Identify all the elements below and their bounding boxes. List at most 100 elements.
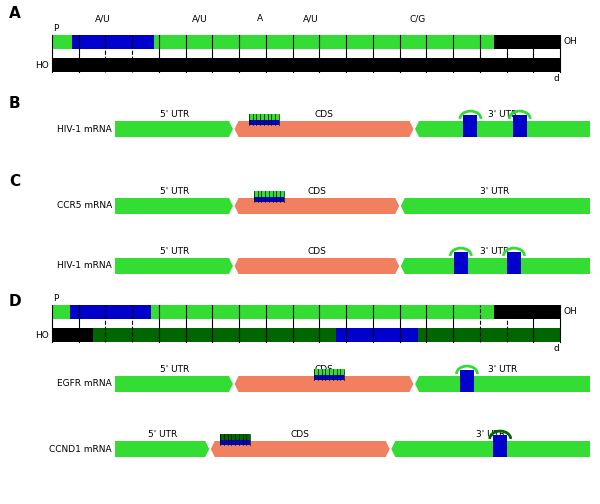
Bar (52, 49, 560, 58)
Bar (210, 441, 391, 457)
Text: A/U: A/U (303, 14, 319, 23)
Bar (234, 198, 400, 214)
Text: CDS: CDS (314, 365, 334, 374)
Text: C: C (9, 174, 20, 189)
Bar (391, 441, 590, 457)
Polygon shape (386, 449, 395, 457)
Bar (52, 305, 70, 319)
Text: CCND1 mRNA: CCND1 mRNA (49, 445, 112, 454)
Polygon shape (396, 266, 404, 274)
Text: 3' UTR: 3' UTR (481, 187, 509, 196)
Bar (115, 441, 210, 457)
Bar (52, 35, 73, 49)
Text: d: d (553, 344, 559, 353)
Bar (249, 114, 279, 120)
Text: EGFR mRNA: EGFR mRNA (57, 380, 112, 389)
Bar (115, 198, 234, 214)
Polygon shape (230, 198, 238, 206)
Text: A/U: A/U (191, 14, 207, 23)
Bar (234, 376, 414, 392)
Bar (52, 319, 560, 328)
Bar (494, 35, 560, 49)
Text: P: P (53, 294, 58, 303)
Bar (460, 369, 474, 392)
Text: P: P (53, 24, 58, 33)
Bar (463, 114, 478, 137)
Polygon shape (396, 198, 404, 206)
Text: 3' UTR: 3' UTR (487, 365, 517, 374)
Text: A/U: A/U (95, 14, 110, 23)
Polygon shape (396, 258, 404, 266)
Bar (70, 305, 151, 319)
Bar (73, 35, 154, 49)
Bar (92, 328, 337, 342)
Polygon shape (410, 121, 418, 129)
Polygon shape (230, 206, 238, 214)
Polygon shape (410, 384, 418, 392)
Bar (249, 120, 279, 125)
Bar (418, 328, 560, 342)
Text: D: D (9, 294, 22, 309)
Bar (154, 35, 494, 49)
Text: 3' UTR: 3' UTR (487, 110, 517, 119)
Text: d: d (553, 74, 559, 83)
Bar (513, 114, 527, 137)
Text: HIV-1 mRNA: HIV-1 mRNA (57, 124, 112, 134)
Polygon shape (230, 384, 238, 392)
Bar (414, 121, 590, 137)
Bar (254, 197, 284, 202)
Text: OH: OH (563, 307, 577, 317)
Polygon shape (230, 376, 238, 384)
Bar (254, 191, 284, 197)
Text: CDS: CDS (307, 247, 326, 256)
Bar (115, 258, 234, 274)
Text: CCR5 mRNA: CCR5 mRNA (57, 202, 112, 211)
Bar (454, 251, 468, 274)
Text: HIV-1 mRNA: HIV-1 mRNA (57, 262, 112, 271)
Text: HO: HO (35, 60, 49, 70)
Text: A: A (257, 14, 263, 23)
Bar (414, 376, 590, 392)
Text: CDS: CDS (307, 187, 326, 196)
Polygon shape (230, 121, 238, 129)
Bar (507, 251, 521, 274)
Text: HO: HO (35, 331, 49, 340)
Text: 3' UTR: 3' UTR (476, 430, 505, 439)
Text: C/G: C/G (410, 14, 426, 23)
Polygon shape (386, 441, 395, 449)
Bar (314, 375, 344, 380)
Bar (234, 258, 400, 274)
Bar (400, 198, 590, 214)
Bar (234, 121, 414, 137)
Bar (493, 434, 507, 457)
Bar (400, 258, 590, 274)
Text: 5' UTR: 5' UTR (160, 187, 189, 196)
Polygon shape (230, 129, 238, 137)
Bar (314, 369, 344, 375)
Polygon shape (230, 258, 238, 266)
Text: CDS: CDS (291, 430, 310, 439)
Bar (115, 121, 234, 137)
Bar (52, 58, 560, 72)
Bar (220, 440, 250, 445)
Bar (220, 434, 250, 440)
Text: CDS: CDS (314, 110, 334, 119)
Bar (494, 305, 560, 319)
Polygon shape (410, 376, 418, 384)
Bar (115, 376, 234, 392)
Text: 5' UTR: 5' UTR (160, 247, 189, 256)
Text: 3' UTR: 3' UTR (481, 247, 509, 256)
Bar (52, 328, 92, 342)
Text: B: B (9, 96, 20, 111)
Bar (151, 305, 494, 319)
Polygon shape (396, 206, 404, 214)
Text: 5' UTR: 5' UTR (148, 430, 177, 439)
Polygon shape (230, 266, 238, 274)
Text: A: A (9, 6, 21, 21)
Text: 5' UTR: 5' UTR (160, 110, 189, 119)
Polygon shape (206, 449, 214, 457)
Text: OH: OH (563, 37, 577, 46)
Polygon shape (410, 129, 418, 137)
Bar (337, 328, 418, 342)
Polygon shape (206, 441, 214, 449)
